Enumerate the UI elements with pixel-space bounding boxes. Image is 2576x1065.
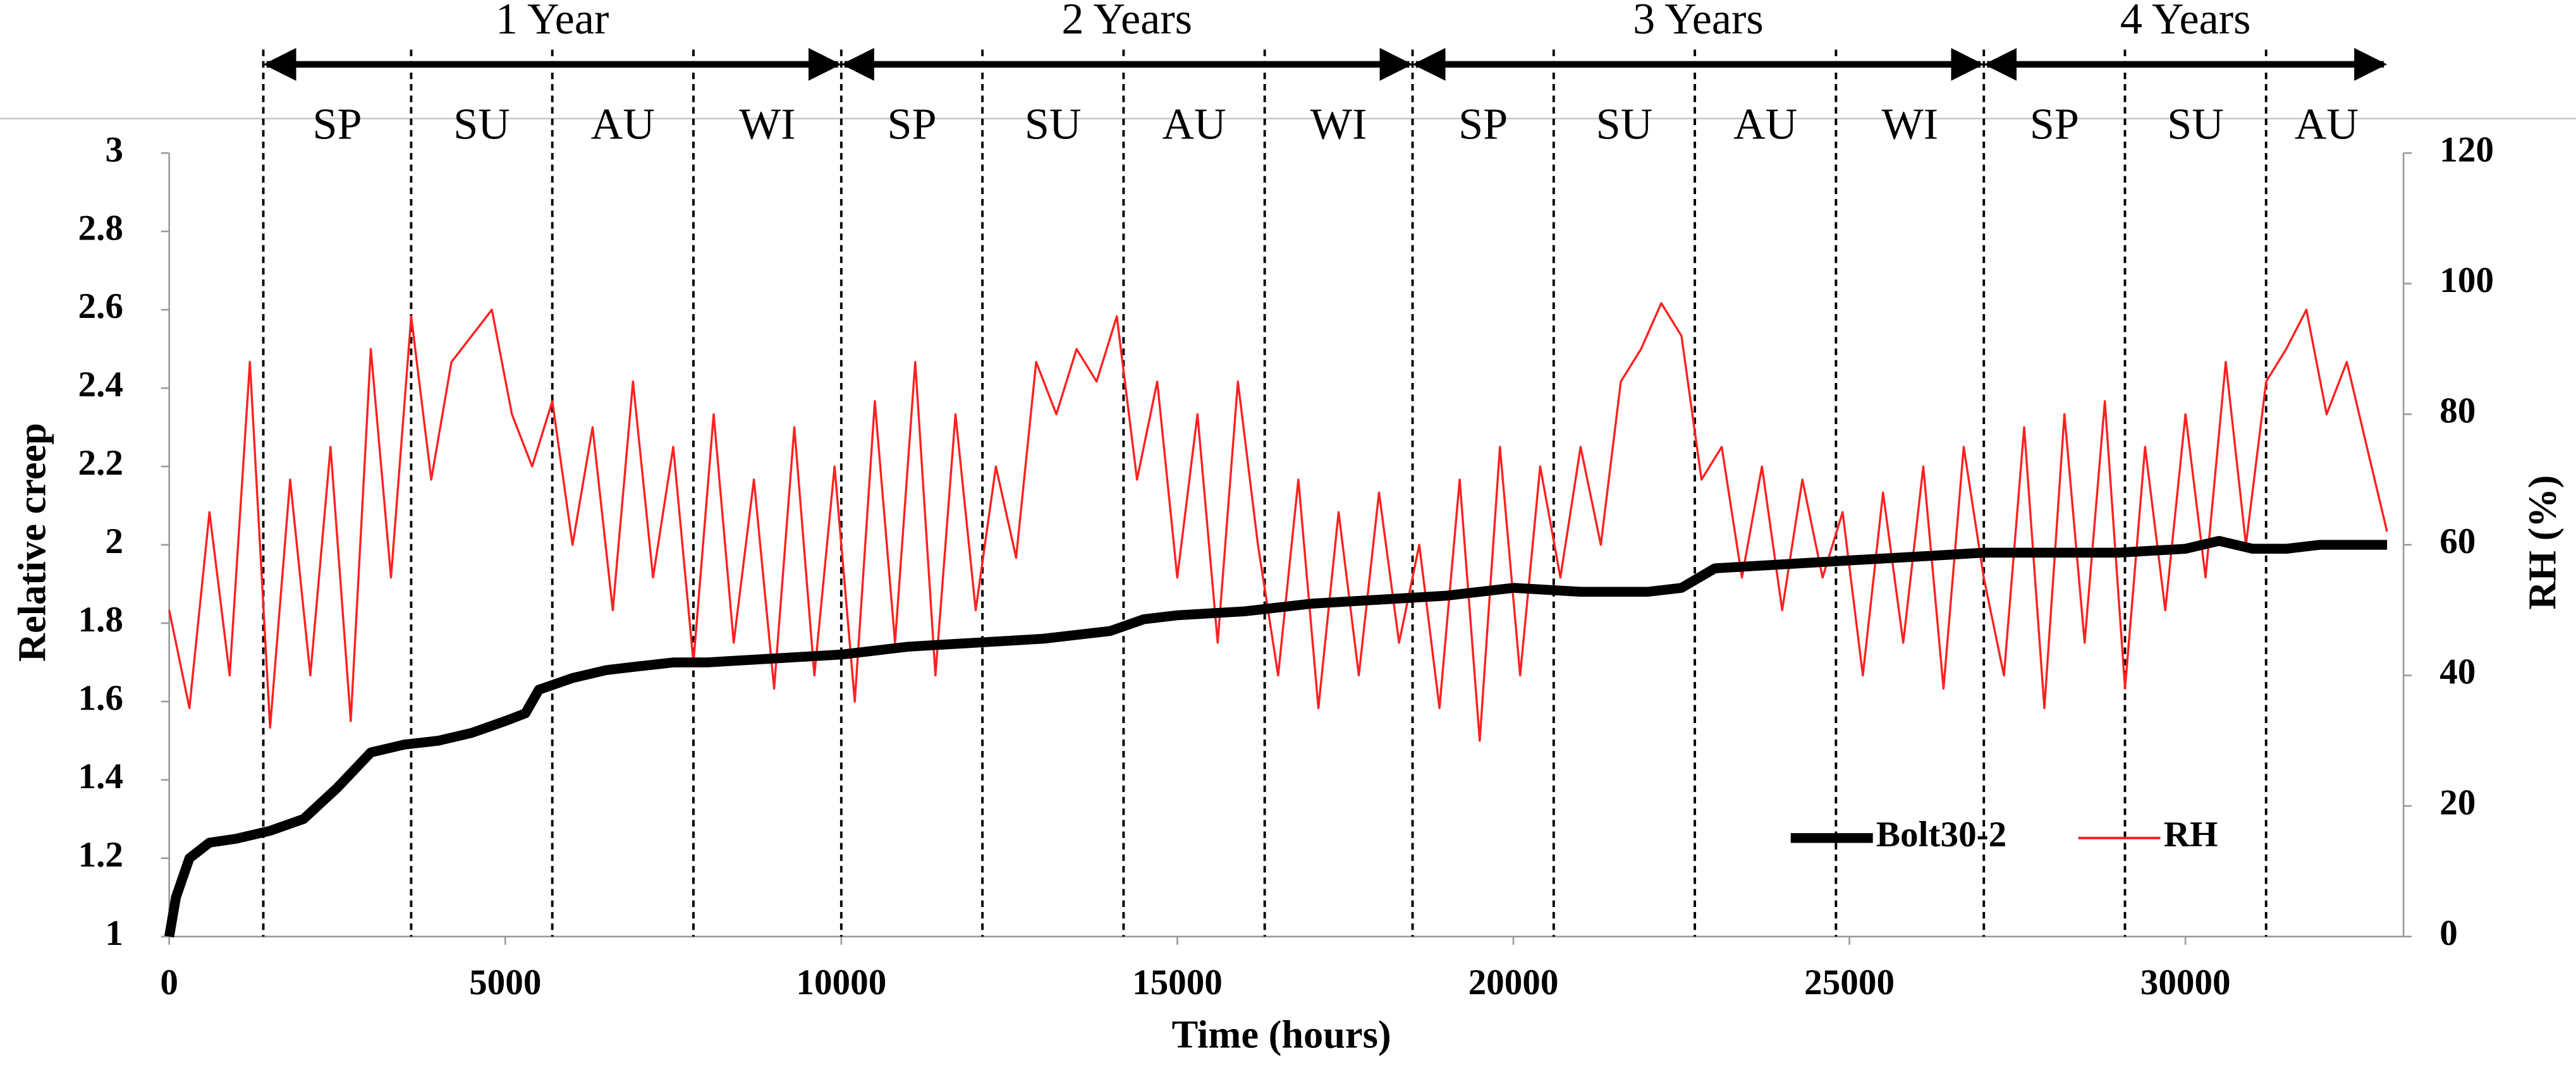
legend-label: Bolt30-2: [1876, 815, 2006, 855]
series-line: [168, 302, 2388, 742]
y2-tick-label: 60: [2439, 521, 2475, 561]
season-label: SU: [2167, 99, 2224, 149]
y-tick-label: 1: [105, 913, 123, 953]
y-tick-label: 1.2: [78, 835, 123, 875]
year-label: 1 Year: [496, 0, 609, 44]
y2-tick-label: 20: [2439, 782, 2475, 822]
y2-tick-label: 0: [2439, 913, 2458, 953]
year-label: 2 Years: [1061, 0, 1192, 44]
x-tick-label: 5000: [469, 963, 541, 1002]
y-tick-label: 2.2: [78, 443, 123, 483]
x-axis-title: Time (hours): [1172, 1013, 1391, 1056]
season-label: SP: [1458, 99, 1508, 149]
season-label: WI: [1881, 99, 1938, 149]
x-tick-label: 15000: [1132, 963, 1223, 1002]
y-tick-label: 2.8: [78, 208, 123, 248]
y-axis-title: Relative creep: [10, 423, 54, 662]
y-tick-label: 2.4: [78, 365, 123, 405]
y2-tick-label: 80: [2439, 391, 2475, 431]
y-tick-label: 1.8: [78, 600, 123, 640]
x-tick-label: 25000: [1804, 963, 1895, 1002]
season-label: AU: [1733, 99, 1797, 149]
season-label: SU: [1025, 99, 1082, 149]
season-label: WI: [1310, 99, 1367, 149]
y-tick-label: 2.6: [78, 286, 123, 326]
series-line: [164, 535, 2388, 938]
y2-tick-label: 40: [2439, 652, 2475, 692]
year-label: 4 Years: [2120, 0, 2251, 44]
season-label: WI: [739, 99, 796, 149]
legend-label: RH: [2164, 815, 2218, 855]
y-tick-label: 2: [105, 521, 123, 561]
season-label: SP: [2030, 99, 2079, 149]
season-label: AU: [591, 99, 655, 149]
season-label: SP: [312, 99, 362, 149]
season-label: SP: [887, 99, 936, 149]
season-label: AU: [2295, 99, 2359, 149]
x-tick-label: 30000: [2140, 963, 2231, 1002]
y-tick-label: 1.6: [78, 678, 123, 718]
season-label: SU: [453, 99, 510, 149]
season-label: SU: [1596, 99, 1653, 149]
x-tick-label: 10000: [796, 963, 886, 1002]
y2-tick-label: 120: [2439, 130, 2494, 169]
y-tick-label: 1.4: [78, 757, 123, 796]
year-label: 3 Years: [1633, 0, 1764, 44]
x-tick-label: 20000: [1468, 963, 1559, 1002]
y2-tick-label: 100: [2439, 260, 2494, 300]
y-tick-label: 3: [105, 130, 123, 169]
y2-axis-title: RH (%): [2521, 475, 2565, 610]
season-label: AU: [1162, 99, 1226, 149]
x-tick-label: 0: [160, 963, 178, 1002]
